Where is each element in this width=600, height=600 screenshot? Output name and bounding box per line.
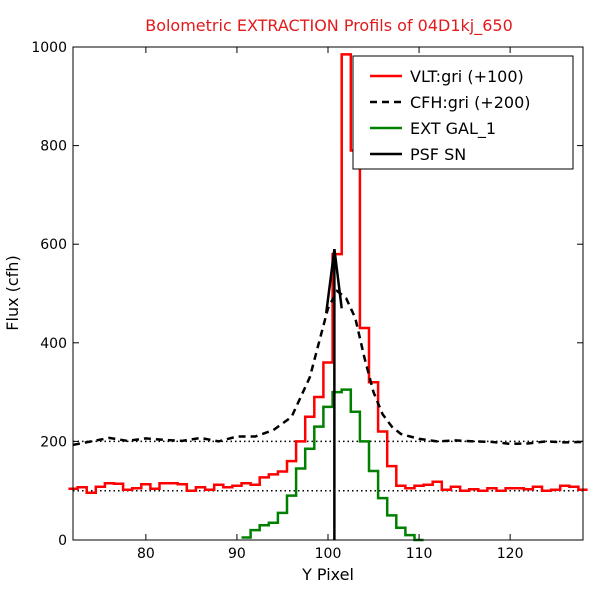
x-tick-label: 90 xyxy=(228,546,246,562)
y-tick-label: 600 xyxy=(40,237,67,253)
y-tick-label: 400 xyxy=(40,336,67,352)
series-line-4 xyxy=(324,248,343,314)
series-line-1 xyxy=(68,53,588,494)
legend-label-4: PSF SN xyxy=(410,145,466,164)
legend-label-3: EXT GAL_1 xyxy=(410,119,496,139)
y-tick-label: 200 xyxy=(40,434,67,450)
x-tick-label: 110 xyxy=(406,546,433,562)
x-axis-ticks: 80 90 100 110 120 xyxy=(137,47,524,562)
y-axis-label: Flux (cfh) xyxy=(3,255,22,330)
series-layer xyxy=(68,53,588,542)
chart-title: Bolometric EXTRACTION Profils of 04D1kj_… xyxy=(145,16,513,36)
y-axis-ticks: 0 200 400 600 800 1000 xyxy=(31,40,583,549)
plot-area xyxy=(68,53,588,542)
x-tick-label: 100 xyxy=(315,546,342,562)
legend-label-2: CFH:gri (+200) xyxy=(410,93,531,112)
series-line-3 xyxy=(241,388,424,542)
x-tick-label: 80 xyxy=(137,546,155,562)
legend-label-1: VLT:gri (+100) xyxy=(410,67,524,86)
x-tick-label: 120 xyxy=(497,546,524,562)
y-tick-label: 1000 xyxy=(31,40,67,56)
legend: VLT:gri (+100) CFH:gri (+200) EXT GAL_1 PSF… xyxy=(352,55,574,170)
y-tick-label: 0 xyxy=(58,533,67,549)
series-line-2 xyxy=(72,289,584,447)
x-axis-label: Y Pixel xyxy=(301,565,354,584)
y-tick-label: 800 xyxy=(40,139,67,155)
